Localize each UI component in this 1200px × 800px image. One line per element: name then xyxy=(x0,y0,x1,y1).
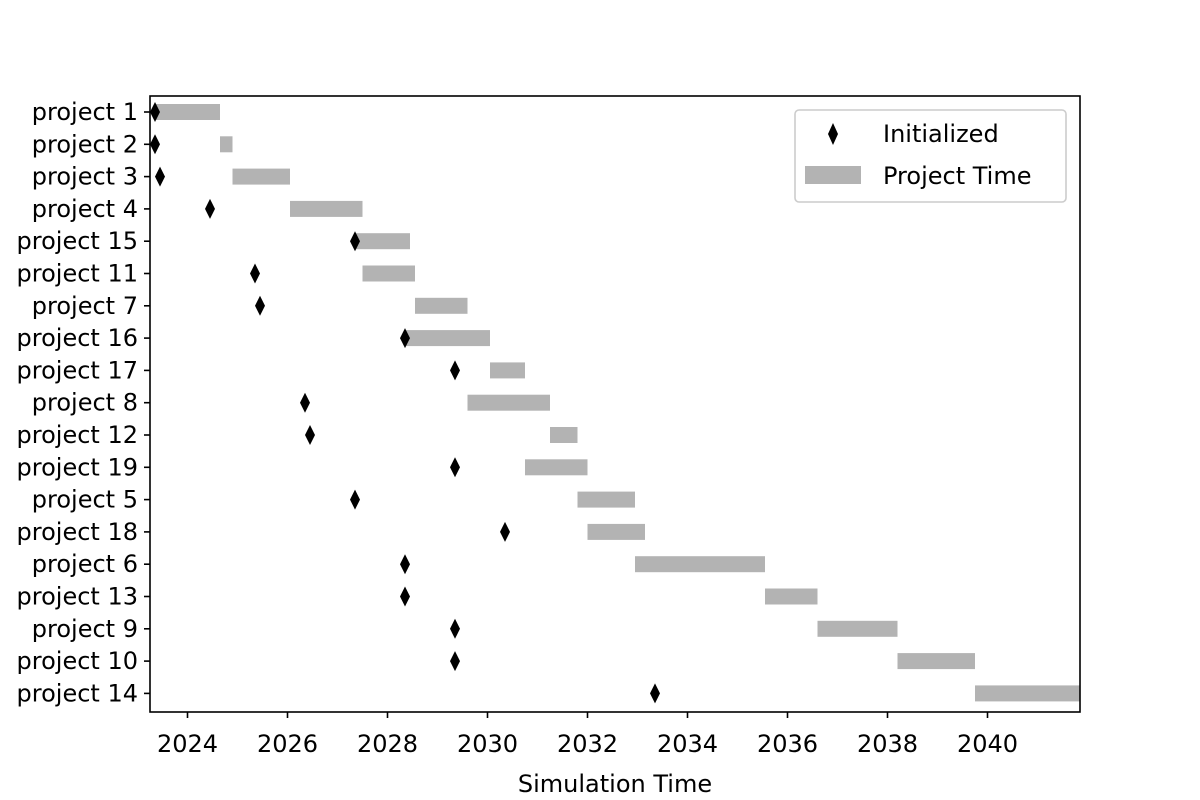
legend: Initialized Project Time xyxy=(794,109,1067,203)
x-tick-label: 2040 xyxy=(957,730,1018,758)
y-tick-label: project 14 xyxy=(17,679,138,707)
project-bar xyxy=(155,104,220,120)
initialized-marker xyxy=(650,683,660,704)
initialized-marker xyxy=(400,586,410,607)
x-tick-label: 2024 xyxy=(157,730,218,758)
legend-initialized-label: Initialized xyxy=(883,120,999,148)
project-bar xyxy=(587,523,645,540)
y-tick-label: project 7 xyxy=(32,292,138,320)
initialized-marker xyxy=(350,489,360,510)
project-bar xyxy=(405,330,490,347)
x-tick-label: 2030 xyxy=(457,730,518,758)
x-tick-label: 2032 xyxy=(557,730,618,758)
initialized-marker xyxy=(450,457,460,478)
legend-initialized-marker xyxy=(828,123,838,145)
project-bar xyxy=(467,394,550,411)
y-tick-label: project 5 xyxy=(32,486,138,514)
initialized-marker xyxy=(500,521,510,542)
initialized-marker xyxy=(450,618,460,639)
x-tick-label: 2034 xyxy=(657,730,718,758)
y-tick-label: project 15 xyxy=(17,227,138,255)
project-time-bars xyxy=(155,104,1080,702)
y-tick-label: project 16 xyxy=(17,324,138,352)
project-bar xyxy=(577,491,635,508)
x-tick-label: 2026 xyxy=(257,730,318,758)
initialized-marker xyxy=(155,166,165,187)
y-tick-label: project 19 xyxy=(17,453,138,481)
project-bar xyxy=(525,459,588,476)
initialized-markers xyxy=(150,102,660,704)
initialized-marker xyxy=(300,392,310,413)
initialized-marker xyxy=(400,554,410,575)
legend-frame xyxy=(794,109,1067,203)
x-tick-label: 2038 xyxy=(857,730,918,758)
y-tick-label: project 18 xyxy=(17,518,138,546)
project-bar xyxy=(290,200,363,217)
initialized-marker xyxy=(150,102,160,122)
y-tick-label: project 6 xyxy=(32,550,138,578)
x-axis-ticks: 2024 2026 2028 2030 2032 2034 2036 2038 2040 xyxy=(157,712,1018,758)
y-tick-label: project 9 xyxy=(32,615,138,643)
project-bar xyxy=(897,653,975,670)
y-tick-label: project 13 xyxy=(17,583,138,611)
legend-project-time-label: Project Time xyxy=(883,162,1031,190)
y-tick-label: project 11 xyxy=(17,260,138,288)
initialized-marker xyxy=(450,651,460,672)
initialized-marker xyxy=(400,328,410,349)
initialized-marker xyxy=(450,360,460,381)
project-bar xyxy=(232,168,290,185)
plot-frame xyxy=(149,95,1081,713)
initialized-marker xyxy=(350,231,360,252)
x-axis-label: Simulation Time xyxy=(518,770,712,798)
initialized-marker xyxy=(250,263,260,284)
initialized-marker xyxy=(205,198,215,219)
project-bar xyxy=(220,136,233,153)
y-tick-label: project 17 xyxy=(17,356,138,384)
y-tick-label: project 1 xyxy=(32,98,138,126)
x-tick-label: 2028 xyxy=(357,730,418,758)
legend-project-time-swatch xyxy=(805,166,861,184)
initialized-marker xyxy=(305,425,315,445)
y-axis-ticks: project 1 project 2 project 3 project 4 proj… xyxy=(17,98,150,707)
project-bar xyxy=(362,265,415,282)
project-bar xyxy=(355,233,410,250)
project-bar xyxy=(765,588,818,605)
project-bar xyxy=(490,362,525,379)
project-bar xyxy=(550,427,578,443)
project-bar xyxy=(975,685,1080,702)
initialized-marker xyxy=(255,295,265,316)
x-tick-label: 2036 xyxy=(757,730,818,758)
y-tick-label: project 12 xyxy=(17,421,138,449)
project-bar xyxy=(635,556,765,573)
y-tick-label: project 8 xyxy=(32,389,138,417)
project-bar xyxy=(817,620,898,637)
y-tick-label: project 4 xyxy=(32,195,138,223)
y-tick-label: project 3 xyxy=(32,163,138,191)
y-tick-label: project 2 xyxy=(32,130,138,158)
initialized-marker xyxy=(150,134,160,155)
project-bar xyxy=(415,297,468,314)
y-tick-label: project 10 xyxy=(17,647,138,675)
